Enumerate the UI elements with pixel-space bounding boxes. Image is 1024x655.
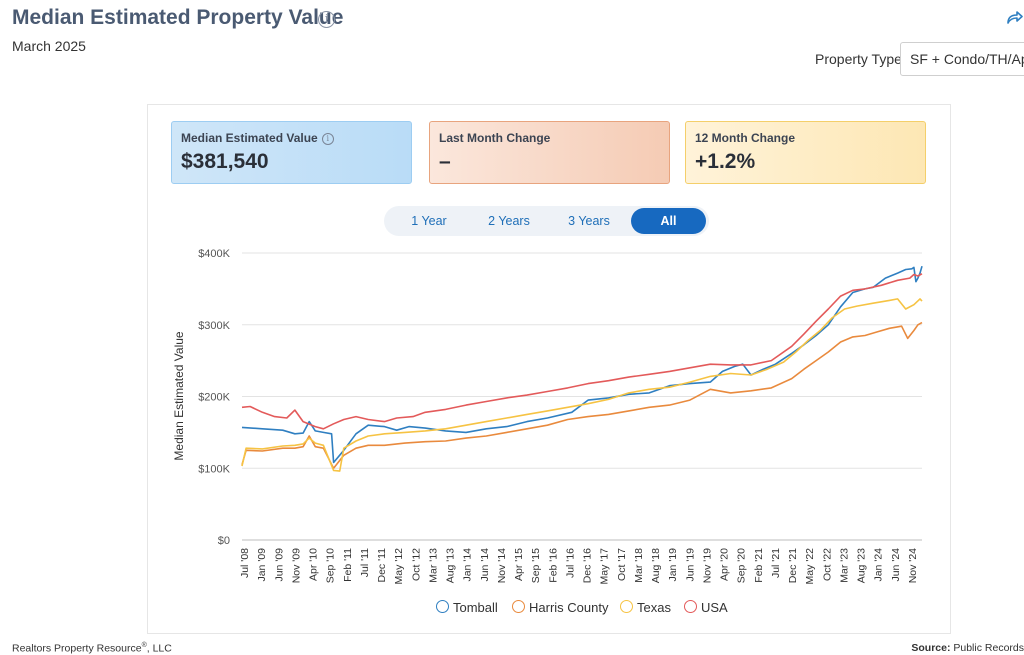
- x-tick-label: May '12: [393, 548, 405, 585]
- y-tick-label: $200K: [198, 392, 230, 404]
- x-tick-label: May '17: [599, 548, 611, 585]
- x-tick-label: Mar '18: [633, 548, 645, 583]
- x-tick-label: Feb '16: [547, 548, 559, 583]
- x-tick-label: Jan '14: [462, 548, 474, 582]
- info-circle-icon[interactable]: i: [321, 133, 334, 145]
- y-tick-label: $300K: [198, 320, 230, 332]
- x-tick-label: Apr '15: [513, 548, 525, 581]
- tab-3-years[interactable]: 3 Years: [568, 214, 610, 228]
- legend-ring-icon: [436, 600, 449, 613]
- x-tick-label: Jun '24: [890, 548, 902, 582]
- footer-source: Source: Public Records: [911, 642, 1024, 654]
- x-tick-label: Jun '09: [273, 548, 285, 582]
- x-tick-label: May '22: [804, 548, 816, 585]
- tab-1-year[interactable]: 1 Year: [411, 214, 447, 228]
- y-tick-label: $100K: [198, 463, 230, 475]
- tab-2-years[interactable]: 2 Years: [488, 214, 530, 228]
- x-tick-label: Feb '21: [753, 548, 765, 583]
- legend-item-tomball[interactable]: Tomball: [436, 600, 498, 615]
- x-tick-label: Jan '09: [256, 548, 268, 582]
- x-tick-label: Nov '09: [290, 548, 302, 583]
- kpi-last-month-change: Last Month Change –: [429, 121, 670, 184]
- kpi-label: Median Estimated Value i: [181, 131, 402, 145]
- info-circle-icon[interactable]: i: [318, 11, 335, 28]
- x-tick-label: Jul '21: [770, 548, 782, 578]
- x-tick-label: Sep '10: [325, 548, 337, 583]
- kpi-value: $381,540: [181, 150, 269, 173]
- series-line-usa: [241, 273, 923, 430]
- page-subtitle: March 2025: [12, 38, 86, 54]
- x-tick-label: Oct '12: [410, 548, 422, 581]
- y-axis-label: Median Estimated Value: [172, 331, 186, 461]
- x-tick-label: Jul '16: [564, 548, 576, 578]
- share-arrow-icon[interactable]: [1004, 8, 1024, 28]
- kpi-value: –: [439, 150, 451, 173]
- kpi-12-month-change: 12 Month Change +1.2%: [685, 121, 926, 184]
- kpi-label: Last Month Change: [439, 131, 551, 145]
- x-tick-label: Jul '11: [359, 548, 371, 577]
- y-tick-label: $400K: [198, 248, 230, 260]
- legend-item-harris-county[interactable]: Harris County: [512, 600, 608, 615]
- x-tick-label: Apr '20: [719, 548, 731, 581]
- series-line-texas: [241, 298, 923, 472]
- x-tick-label: Aug '13: [445, 548, 457, 583]
- x-tick-label: Sep '20: [736, 548, 748, 583]
- x-tick-label: Oct '17: [616, 548, 628, 581]
- x-tick-label: Nov '24: [907, 548, 919, 583]
- x-tick-label: Aug '18: [650, 548, 662, 583]
- x-tick-label: Dec '16: [582, 548, 594, 583]
- x-tick-label: Mar '13: [427, 548, 439, 583]
- property-type-label: Property Type: [815, 51, 902, 67]
- x-tick-label: Sep '15: [530, 548, 542, 583]
- time-range-tabs: 1 Year 2 Years 3 Years All: [384, 206, 709, 236]
- x-tick-label: Mar '23: [838, 548, 850, 583]
- kpi-median-value: Median Estimated Value i $381,540: [171, 121, 412, 184]
- x-tick-label: Apr '10: [308, 548, 320, 581]
- legend-item-usa[interactable]: USA: [684, 600, 728, 615]
- kpi-value: +1.2%: [695, 150, 756, 173]
- page-title: Median Estimated Property Value: [12, 6, 344, 29]
- x-tick-label: Jun '19: [684, 548, 696, 582]
- legend-ring-icon: [620, 600, 633, 613]
- x-tick-label: Jan '19: [667, 548, 679, 582]
- x-tick-label: Jan '24: [873, 548, 885, 582]
- footer-copyright: Realtors Property Resource®, LLC: [12, 642, 172, 655]
- x-tick-label: Dec '21: [787, 548, 799, 583]
- series-line-tomball: [241, 265, 923, 464]
- x-tick-label: Feb '11: [342, 548, 354, 582]
- x-tick-label: Jun '14: [479, 548, 491, 582]
- y-tick-label: $0: [218, 535, 230, 547]
- legend-ring-icon: [684, 600, 697, 613]
- tab-all[interactable]: All: [631, 208, 706, 234]
- property-type-select[interactable]: SF + Condo/TH/Apt: [900, 42, 1024, 76]
- x-tick-label: Dec '11: [376, 548, 388, 583]
- legend-ring-icon: [512, 600, 525, 613]
- legend-item-texas[interactable]: Texas: [620, 600, 671, 615]
- kpi-label: 12 Month Change: [695, 131, 796, 145]
- x-tick-label: Nov '19: [701, 548, 713, 583]
- x-tick-label: Aug '23: [856, 548, 868, 583]
- x-tick-label: Jul '08: [239, 548, 251, 578]
- x-tick-label: Nov '14: [496, 548, 508, 583]
- chart-card: [147, 104, 951, 634]
- x-tick-label: Oct '22: [821, 548, 833, 581]
- series-line-harris-county: [241, 321, 923, 470]
